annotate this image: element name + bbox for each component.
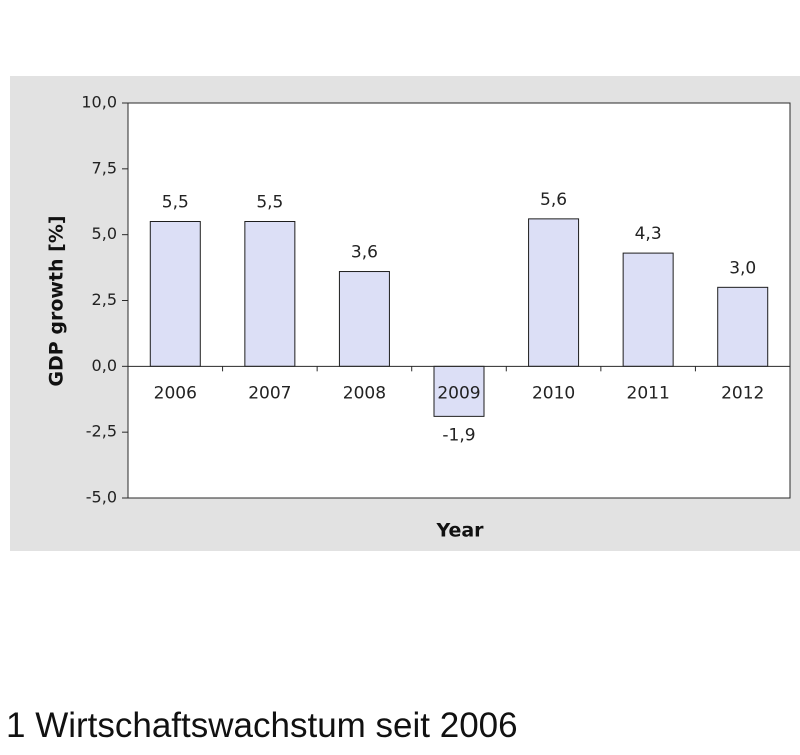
plot-area: [127, 102, 791, 499]
bar-2012: [717, 286, 769, 367]
bar-2007: [244, 221, 296, 367]
x-tick-label: 2010: [532, 383, 575, 403]
x-axis-label: Year: [435, 520, 484, 542]
bar-2008: [338, 271, 390, 367]
data-label-2011: 4,3: [635, 224, 662, 244]
data-label-2010: 5,6: [540, 190, 567, 210]
chart-panel: 10,0 7,5 5,0 2,5 0,0 -2,5 -5,0 2006 2007 2008 200…: [10, 76, 800, 551]
gdp-growth-bar-chart: 10,0 7,5 5,0 2,5 0,0 -2,5 -5,0 2006 2007 2008 200…: [46, 93, 791, 542]
data-label-2008: 3,6: [351, 243, 378, 263]
y-axis-label: GDP growth [%]: [46, 215, 68, 386]
x-tick-label: 2008: [343, 383, 386, 403]
y-tick-label: 2,5: [92, 290, 117, 309]
data-label-2009: -1,9: [442, 425, 475, 445]
x-tick-label: 2006: [154, 383, 197, 403]
bar-2011: [622, 252, 674, 367]
x-tick-label: 2007: [248, 383, 291, 403]
bar-2009: [433, 365, 485, 417]
y-tick-label: -2,5: [86, 422, 117, 441]
y-tick-label: 7,5: [92, 158, 117, 177]
bar-2006: [149, 221, 201, 367]
x-tick-label: 2011: [627, 383, 670, 403]
x-tick-label: 2012: [721, 383, 764, 403]
y-tick-label: -5,0: [86, 488, 117, 507]
bar-2010: [528, 218, 580, 367]
y-tick-label: 0,0: [92, 356, 117, 375]
x-tick-label: 2009: [437, 383, 480, 403]
data-label-2006: 5,5: [162, 193, 189, 213]
y-tick-label: 10,0: [81, 93, 117, 112]
data-label-2007: 5,5: [256, 193, 283, 213]
figure-caption: 1 Wirtschaftswachstum seit 2006: [6, 706, 518, 745]
data-label-2012: 3,0: [729, 258, 756, 278]
y-tick-label: 5,0: [92, 224, 117, 243]
